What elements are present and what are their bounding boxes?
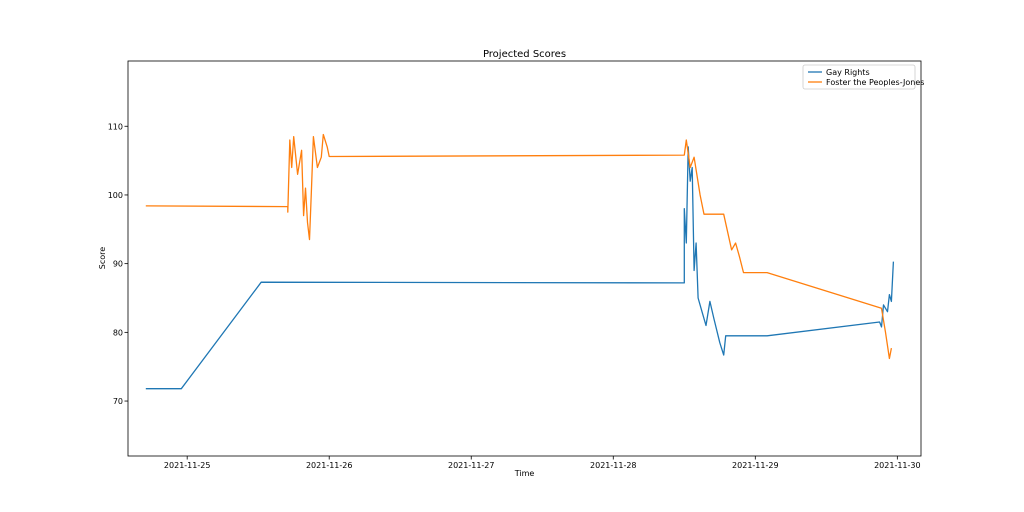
plot-frame xyxy=(127,60,922,457)
series-line-2 xyxy=(145,133,893,360)
series-layer xyxy=(145,133,895,390)
x-tick-label: 2021-11-25 xyxy=(164,461,211,470)
legend-label: Gay Rights xyxy=(826,68,870,77)
y-tick-label: 100 xyxy=(108,191,123,200)
x-tick-label: 2021-11-29 xyxy=(732,461,779,470)
y-tick-label: 110 xyxy=(108,122,123,131)
x-tick-label: 2021-11-30 xyxy=(874,461,921,470)
ticks: 2021-11-25 2021-11-26 2021-11-27 2021-11-28… xyxy=(108,122,921,470)
y-axis-label: Score xyxy=(98,247,107,269)
legend-label: Foster the Peoples-Jones xyxy=(826,78,924,87)
x-axis-label: Time xyxy=(514,469,535,478)
y-tick-label: 70 xyxy=(113,397,123,406)
chart-title: Projected Scores xyxy=(483,49,566,60)
y-tick-label: 80 xyxy=(113,328,123,337)
x-tick-label: 2021-11-28 xyxy=(590,461,637,470)
legend-box xyxy=(802,64,916,90)
y-tick-label: 90 xyxy=(113,260,123,269)
series-line-1 xyxy=(145,146,895,390)
x-tick-label: 2021-11-27 xyxy=(448,461,495,470)
x-tick-label: 2021-11-26 xyxy=(306,461,353,470)
